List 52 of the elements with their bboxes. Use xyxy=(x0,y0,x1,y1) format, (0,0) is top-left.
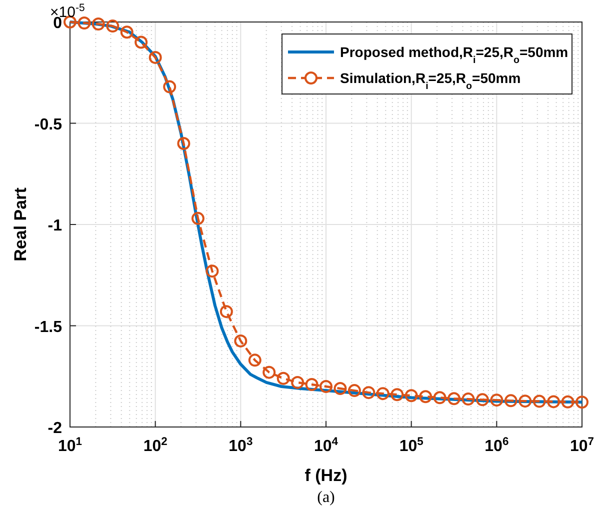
point xyxy=(220,305,233,318)
point xyxy=(92,18,105,31)
legend-label: Proposed method,R$_{i}$=25,R$_{o}$=50mm xyxy=(340,44,568,66)
point xyxy=(120,26,134,39)
point xyxy=(262,366,276,379)
point xyxy=(163,80,176,94)
point xyxy=(576,396,588,409)
x-tick-label: 10$^{7}$ xyxy=(570,436,594,455)
point xyxy=(191,212,204,225)
point xyxy=(106,20,120,33)
text: (a) xyxy=(317,489,335,506)
point xyxy=(518,394,532,408)
point xyxy=(448,392,460,406)
x-tick-label: 10$^{3}$ xyxy=(228,436,253,455)
y-axis-title: Real Part xyxy=(11,187,30,262)
point xyxy=(134,36,148,49)
point xyxy=(78,16,91,30)
y-tick-label: -1.5 xyxy=(34,318,62,336)
point xyxy=(476,393,489,406)
point xyxy=(390,388,404,402)
x-tick-label: 10$^{4}$ xyxy=(314,436,339,455)
legend-label: Simulation,R$_{i}$=25,R$_{o}$=50mm xyxy=(340,70,521,92)
point xyxy=(433,391,446,404)
point xyxy=(561,395,574,408)
point xyxy=(276,372,290,385)
point xyxy=(206,264,219,278)
x-tick-label: 10$^{6}$ xyxy=(484,436,509,455)
point xyxy=(320,380,332,393)
point xyxy=(462,392,475,406)
point xyxy=(177,137,190,150)
point xyxy=(291,376,304,389)
x-tick-label: 10$^{5}$ xyxy=(399,436,424,455)
point xyxy=(504,394,518,408)
point xyxy=(348,384,361,398)
point xyxy=(305,378,318,391)
y-tick-label: -1 xyxy=(48,218,62,234)
point xyxy=(532,394,546,408)
point xyxy=(547,395,560,408)
point xyxy=(334,382,347,396)
y-tick-label: -0.5 xyxy=(34,116,62,134)
point xyxy=(148,50,162,64)
point xyxy=(376,387,390,400)
point xyxy=(404,389,418,402)
point xyxy=(248,354,262,367)
x-axis-title: f (Hz) xyxy=(304,466,348,485)
point xyxy=(490,394,504,407)
x-tick-label: 10$^{1}$ xyxy=(58,436,82,455)
point xyxy=(362,386,376,400)
point xyxy=(419,390,432,404)
x-tick-label: 10$^{2}$ xyxy=(143,436,168,455)
point xyxy=(234,334,248,348)
y-tick-label: -2 xyxy=(48,420,62,437)
